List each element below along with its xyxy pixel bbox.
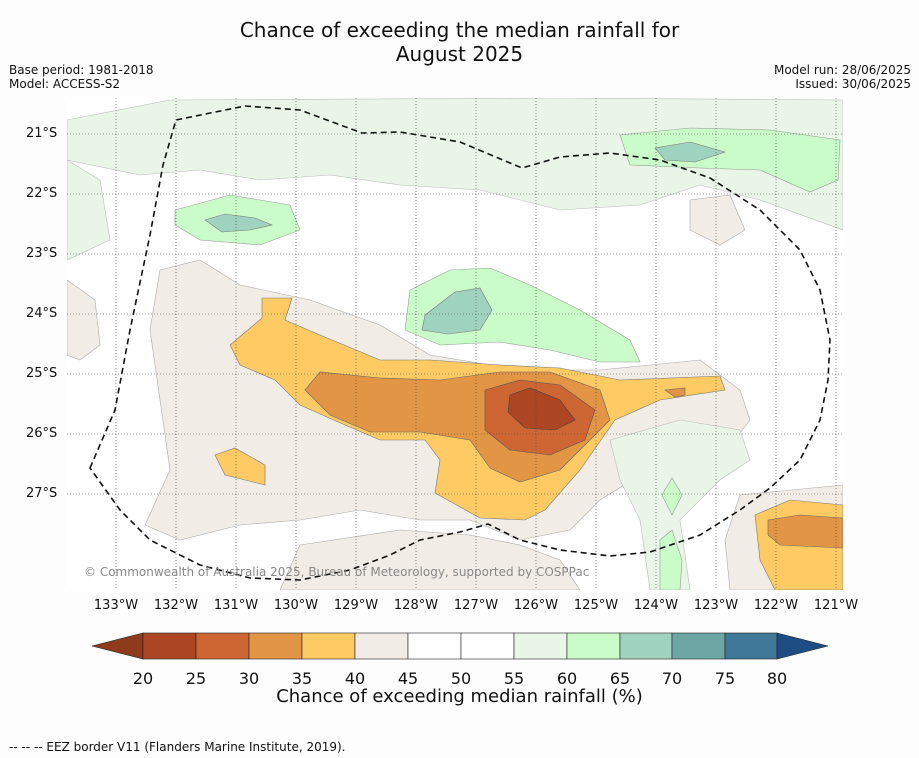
meta-left: Base period: 1981-2018 Model: ACCESS-S2: [9, 63, 154, 91]
lon-label: 130°W: [273, 598, 319, 613]
lon-label: 132°W: [153, 598, 199, 613]
region-30-35-e: [664, 387, 686, 398]
region-60-65-east: [619, 127, 841, 193]
lon-label: 133°W: [93, 598, 139, 613]
region-40-45-ne: [689, 194, 746, 246]
model-run: Model run: 28/06/2025: [773, 63, 911, 77]
region-65-70-c: [421, 287, 493, 335]
region-20-25: [507, 387, 576, 431]
colorbar-tick: 75: [714, 669, 736, 688]
colorbar-tick: 20: [132, 669, 154, 688]
eez-border: [89, 105, 831, 581]
map-title: Chance of exceeding the median rainfall …: [0, 18, 919, 66]
region-40-45-w: [67, 279, 101, 361]
lat-label: 21°S: [26, 126, 58, 141]
lat-label: 23°S: [26, 246, 58, 261]
lon-label: 126°W: [513, 598, 559, 613]
region-55-60-north: [67, 98, 843, 231]
region-65-70-b: [654, 141, 727, 163]
colorbar-tick: 45: [397, 669, 419, 688]
colorbar-tick: 30: [238, 669, 260, 688]
lat-label: 26°S: [26, 426, 58, 441]
title-line-1: Chance of exceeding the median rainfall …: [239, 18, 680, 42]
colorbar-tick: 80: [766, 669, 788, 688]
colorbar-tick: 25: [185, 669, 207, 688]
map-area: [67, 98, 843, 590]
region-35-40-w: [214, 447, 266, 486]
lat-label: 22°S: [26, 186, 58, 201]
lat-label: 27°S: [26, 486, 58, 501]
grid: [67, 98, 843, 590]
meta-right: Model run: 28/06/2025 Issued: 30/06/2025: [774, 63, 911, 91]
region-60-65-s: [661, 477, 683, 516]
lon-label: 128°W: [393, 598, 439, 613]
title-line-2: August 2025: [395, 42, 524, 66]
colorbar-tick: 55: [503, 669, 525, 688]
lat-label: 25°S: [26, 366, 58, 381]
eez-footer-note: -- -- -- EEZ border V11 (Flanders Marine…: [9, 740, 346, 754]
lon-label: 121°W: [813, 598, 859, 613]
colorbar-left-arrow: [91, 632, 144, 660]
issued-date: Issued: 30/06/2025: [795, 77, 911, 91]
region-55-60-sse: [609, 419, 751, 590]
copyright-notice: © Commonwealth of Australia 2025, Bureau…: [84, 565, 590, 579]
colorbar: [91, 632, 829, 660]
lon-label: 125°W: [573, 598, 619, 613]
colorbar-tick: 40: [344, 669, 366, 688]
lon-label: 127°W: [453, 598, 499, 613]
lon-label: 124°W: [633, 598, 679, 613]
model-name: Model: ACCESS-S2: [9, 77, 121, 91]
colorbar-label: Chance of exceeding median rainfall (%): [276, 686, 643, 707]
region-60-65-s2: [659, 529, 683, 590]
region-55-60-west: [67, 159, 111, 261]
lon-label: 123°W: [693, 598, 739, 613]
lat-label: 24°S: [26, 306, 58, 321]
base-period: Base period: 1981-2018: [9, 63, 154, 77]
colorbar-tick: 50: [450, 669, 472, 688]
lon-label: 129°W: [333, 598, 379, 613]
region-30-35-se: [767, 514, 843, 549]
colorbar-tick: 60: [556, 669, 578, 688]
lon-label: 131°W: [213, 598, 259, 613]
region-65-70-a: [204, 213, 273, 233]
colorbar-tick: 70: [661, 669, 683, 688]
colorbar-right-arrow: [776, 632, 829, 660]
region-40-45-south: [279, 529, 581, 590]
lon-label: 122°W: [753, 598, 799, 613]
colorbar-tick: 35: [291, 669, 313, 688]
colorbar-tick: 65: [609, 669, 631, 688]
